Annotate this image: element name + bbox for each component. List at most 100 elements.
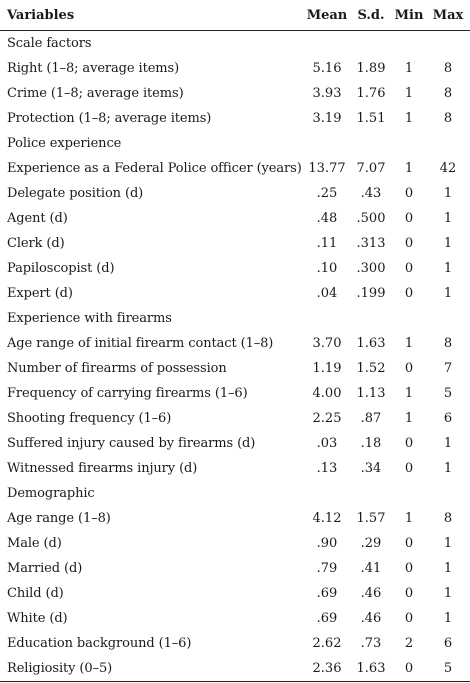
max-cell: 8 xyxy=(443,61,453,76)
max-cell: 6 xyxy=(443,411,453,426)
variable-label: Age range (1–8) xyxy=(7,511,111,526)
variable-label: Child (d) xyxy=(7,586,64,601)
sd-cell: 1.13 xyxy=(356,386,386,401)
max-cell: 1 xyxy=(443,586,453,601)
header-min: Min xyxy=(392,0,426,31)
variable-label: Delegate position (d) xyxy=(7,186,144,201)
mean-cell: .79 xyxy=(316,561,338,576)
mean-cell: 3.93 xyxy=(312,86,342,101)
section-row: Demographic xyxy=(0,481,470,506)
variable-label: Age range of initial firearm contact (1–… xyxy=(7,336,274,351)
sd-cell: 1.76 xyxy=(356,86,386,101)
max-cell: 1 xyxy=(443,186,453,201)
table-row: Education background (1–6) 2.62 .73 2 6 xyxy=(0,631,470,656)
min-cell: 0 xyxy=(404,361,414,376)
min-cell: 2 xyxy=(404,636,414,651)
max-cell: 1 xyxy=(443,211,453,226)
table-row: White (d) .69 .46 0 1 xyxy=(0,606,470,631)
table-row: Frequency of carrying firearms (1–6) 4.00… xyxy=(0,381,470,406)
table-row: Agent (d) .48 .500 0 1 xyxy=(0,206,470,231)
mean-cell: 2.25 xyxy=(312,411,342,426)
sd-cell: .29 xyxy=(360,536,382,551)
min-cell: 0 xyxy=(404,186,414,201)
sd-cell: .500 xyxy=(356,211,386,226)
min-cell: 0 xyxy=(404,461,414,476)
mean-cell: 4.12 xyxy=(312,511,342,526)
mean-cell: .90 xyxy=(316,536,338,551)
max-cell: 1 xyxy=(443,261,453,276)
min-cell: 0 xyxy=(404,286,414,301)
variable-label: Protection (1–8; average items) xyxy=(7,111,212,126)
sd-cell: 1.52 xyxy=(356,361,386,376)
sd-cell: .73 xyxy=(360,636,382,651)
mean-cell: .25 xyxy=(316,186,338,201)
table-row: Witnessed firearms injury (d) .13 .34 0 1 xyxy=(0,456,470,481)
max-cell: 1 xyxy=(443,236,453,251)
mean-cell: 3.70 xyxy=(312,336,342,351)
min-cell: 1 xyxy=(404,386,414,401)
max-cell: 1 xyxy=(443,561,453,576)
sd-cell: .313 xyxy=(356,236,386,251)
table-row: Child (d) .69 .46 0 1 xyxy=(0,581,470,606)
variable-label: Male (d) xyxy=(7,536,62,551)
variable-label: Expert (d) xyxy=(7,286,73,301)
mean-cell: .69 xyxy=(316,586,338,601)
max-cell: 8 xyxy=(443,336,453,351)
variable-label: Number of firearms of possession xyxy=(7,361,227,376)
sd-cell: .43 xyxy=(360,186,382,201)
mean-cell: 13.77 xyxy=(308,161,346,176)
section-row: Experience with firearms xyxy=(0,306,470,331)
sd-cell: .199 xyxy=(356,286,386,301)
mean-cell: .11 xyxy=(316,236,338,251)
table-row: Married (d) .79 .41 0 1 xyxy=(0,556,470,581)
variable-label: Agent (d) xyxy=(7,211,68,226)
max-cell: 1 xyxy=(443,461,453,476)
mean-cell: .48 xyxy=(316,211,338,226)
sd-cell: .34 xyxy=(360,461,382,476)
max-cell: 8 xyxy=(443,511,453,526)
section-label: Demographic xyxy=(7,486,95,501)
variable-label: Religiosity (0–5) xyxy=(0,656,304,682)
section-label: Experience with firearms xyxy=(7,311,172,326)
variable-label: Crime (1–8; average items) xyxy=(7,86,184,101)
variable-label: Suffered injury caused by firearms (d) xyxy=(7,436,256,451)
min-cell: 1 xyxy=(404,111,414,126)
sd-cell: 7.07 xyxy=(356,161,386,176)
sd-cell: .46 xyxy=(360,586,382,601)
max-cell: 5 xyxy=(426,656,470,682)
min-cell: 0 xyxy=(404,611,414,626)
max-cell: 6 xyxy=(443,636,453,651)
table-row: Number of firearms of possession 1.19 1.52… xyxy=(0,356,470,381)
mean-cell: .13 xyxy=(316,461,338,476)
table-row: Papiloscopist (d) .10 .300 0 1 xyxy=(0,256,470,281)
table-row: Suffered injury caused by firearms (d) .0… xyxy=(0,431,470,456)
section-row: Scale factors xyxy=(0,31,470,57)
sd-cell: 1.63 xyxy=(350,656,392,682)
min-cell: 0 xyxy=(404,436,414,451)
min-cell: 0 xyxy=(404,586,414,601)
min-cell: 1 xyxy=(404,411,414,426)
header-mean: Mean xyxy=(304,0,350,31)
variable-label: Clerk (d) xyxy=(7,236,65,251)
min-cell: 1 xyxy=(404,61,414,76)
min-cell: 1 xyxy=(404,511,414,526)
variable-label: Right (1–8; average items) xyxy=(7,61,180,76)
mean-cell: .69 xyxy=(316,611,338,626)
min-cell: 0 xyxy=(404,211,414,226)
sd-cell: .46 xyxy=(360,611,382,626)
header-max: Max xyxy=(426,0,470,31)
table-row: Crime (1–8; average items) 3.93 1.76 1 8 xyxy=(0,81,470,106)
table-row: Age range (1–8) 4.12 1.57 1 8 xyxy=(0,506,470,531)
table-row: Shooting frequency (1–6) 2.25 .87 1 6 xyxy=(0,406,470,431)
mean-cell: 2.36 xyxy=(304,656,350,682)
header-variables: Variables xyxy=(0,0,304,31)
table-row: Protection (1–8; average items) 3.19 1.51 1… xyxy=(0,106,470,131)
variable-label: Frequency of carrying firearms (1–6) xyxy=(7,386,248,401)
variable-label: Papiloscopist (d) xyxy=(7,261,115,276)
max-cell: 7 xyxy=(443,361,453,376)
sd-cell: .300 xyxy=(356,261,386,276)
mean-cell: .03 xyxy=(316,436,338,451)
variable-label: White (d) xyxy=(7,611,68,626)
